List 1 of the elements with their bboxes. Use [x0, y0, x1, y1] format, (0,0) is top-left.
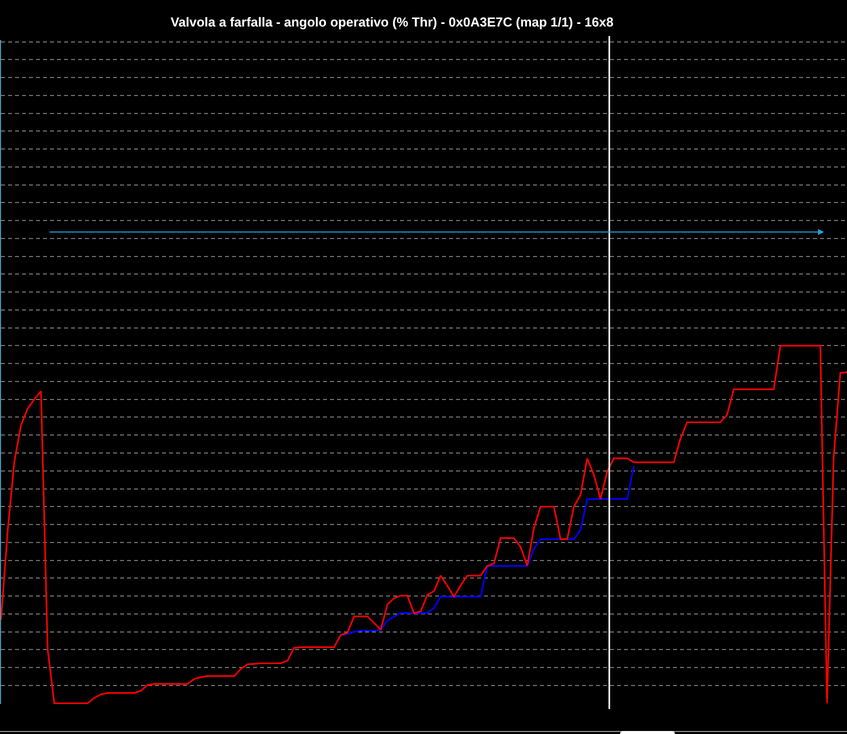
chart-title: Valvola a farfalla - angolo operativo (% Thr) - 0x0A3E7C (map 1/1) - 16x8 — [170, 14, 614, 30]
